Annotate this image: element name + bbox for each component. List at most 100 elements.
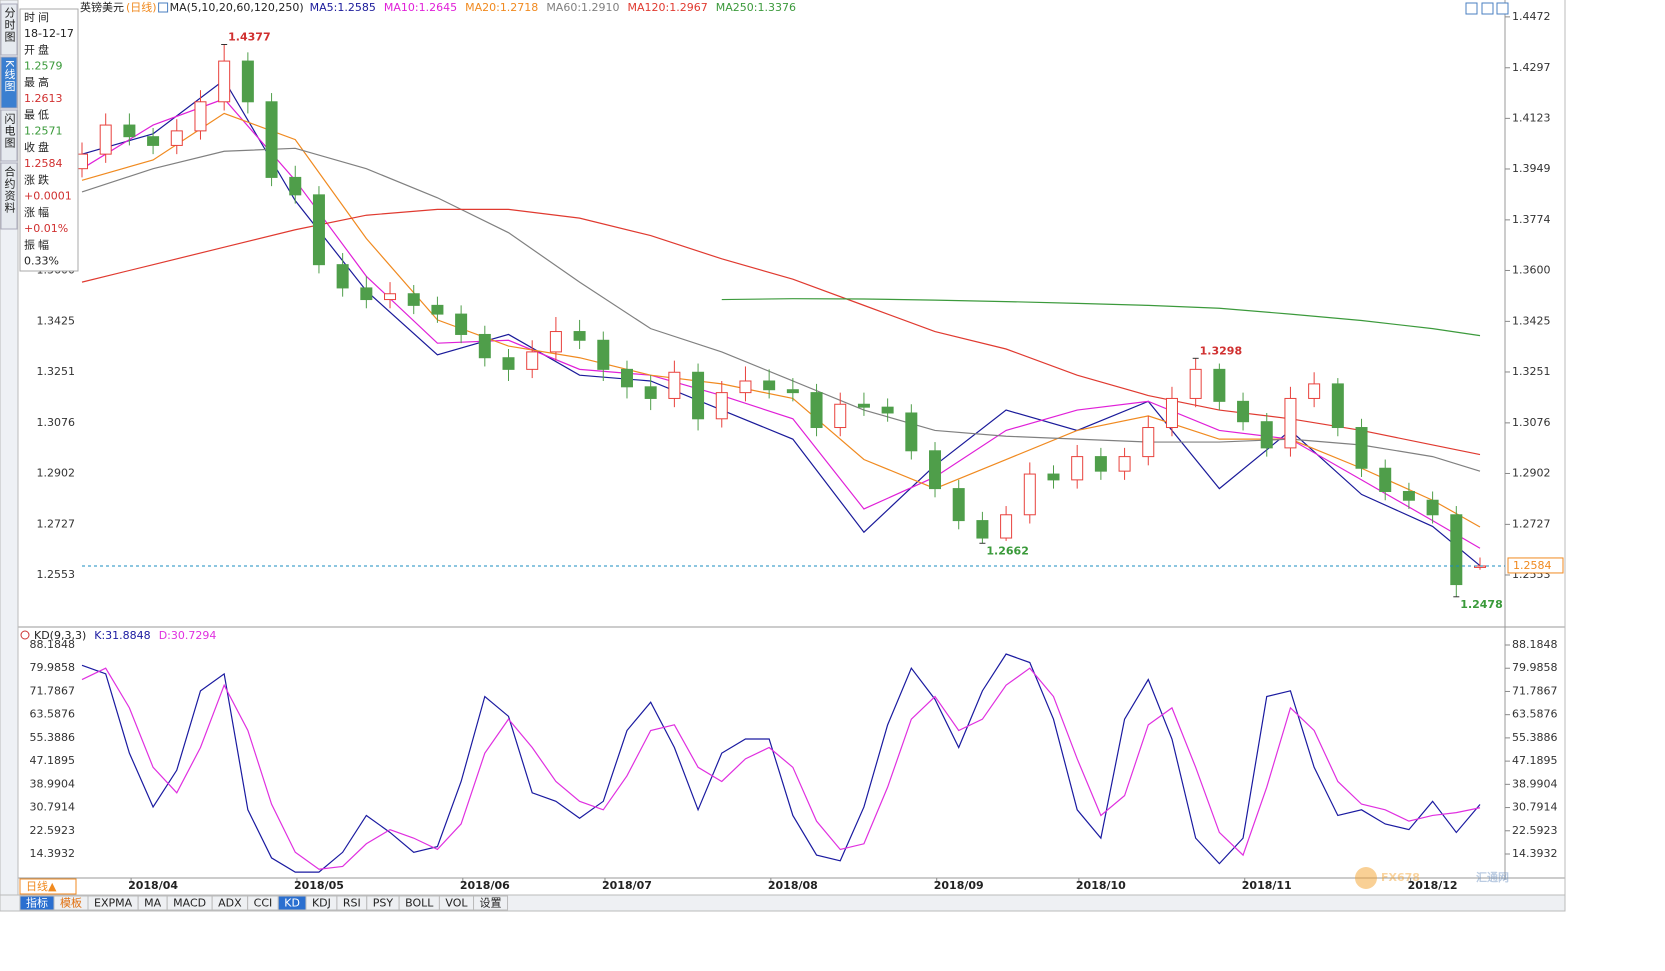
x-tick-label: 2018/04 bbox=[128, 879, 178, 892]
tab-label[interactable]: CCI bbox=[254, 897, 273, 910]
candle-body bbox=[1355, 427, 1368, 469]
high-label: 1.4377 bbox=[228, 30, 270, 43]
candle-body bbox=[1260, 421, 1273, 449]
y-tick-label: 88.1848 bbox=[1512, 638, 1558, 651]
kd-legend: D:30.7294 bbox=[159, 629, 217, 642]
y-tick-label: 1.3949 bbox=[1512, 162, 1551, 175]
info-label: 开盘 bbox=[24, 43, 52, 57]
candle-body bbox=[1189, 368, 1202, 399]
candle-body bbox=[1284, 397, 1297, 449]
last-price-label: 1.2584 bbox=[1513, 559, 1552, 572]
ma-legend: MA250:1.3376 bbox=[716, 1, 796, 14]
ma-legend: MA5:1.2585 bbox=[310, 1, 376, 14]
info-label: 最高 bbox=[24, 75, 52, 89]
tab-label[interactable]: MA bbox=[144, 897, 161, 910]
candle-body bbox=[834, 403, 847, 429]
y-tick-label-left: 1.3076 bbox=[37, 416, 76, 429]
y-tick-label-left: 79.9858 bbox=[30, 661, 76, 674]
tab-label[interactable]: BOLL bbox=[405, 897, 434, 910]
candle-body bbox=[312, 194, 325, 266]
candle-body bbox=[644, 386, 657, 399]
sidebar-tab-label[interactable]: 闪电图 bbox=[3, 112, 16, 149]
y-tick-label-left: 1.2553 bbox=[37, 568, 76, 581]
period-button-label[interactable]: 日线▲ bbox=[26, 879, 57, 893]
info-label: 时间 bbox=[24, 11, 52, 24]
candle-body bbox=[976, 520, 989, 539]
candle-body bbox=[549, 331, 562, 353]
x-tick-label: 2018/10 bbox=[1076, 879, 1126, 892]
y-tick-label-left: 88.1848 bbox=[30, 638, 76, 651]
y-tick-label-left: 1.3251 bbox=[37, 365, 76, 378]
candle-body bbox=[360, 287, 373, 301]
tab-label[interactable]: 指标 bbox=[26, 896, 48, 910]
candle-body bbox=[194, 101, 207, 132]
y-tick-label: 1.3600 bbox=[1512, 263, 1551, 276]
y-tick-label: 14.3932 bbox=[1512, 847, 1558, 860]
y-tick-label-left: 55.3886 bbox=[30, 731, 76, 744]
tab[interactable] bbox=[473, 895, 509, 911]
candle-body bbox=[763, 380, 776, 391]
ma-line bbox=[721, 298, 1481, 337]
candle-body bbox=[384, 293, 397, 301]
sidebar-tab-label[interactable]: K线图 bbox=[3, 60, 16, 92]
info-label: 振幅 bbox=[24, 238, 52, 252]
sidebar-tab-label[interactable]: 分时图 bbox=[3, 7, 16, 43]
ma-legend: MA20:1.2718 bbox=[465, 1, 538, 14]
y-tick-label-left: 38.9904 bbox=[30, 777, 76, 790]
zoom-icon[interactable] bbox=[1481, 2, 1494, 15]
candle-body bbox=[478, 333, 491, 359]
sidebar-tab-label[interactable]: 合约资料 bbox=[3, 165, 16, 214]
high-label: 1.3298 bbox=[1200, 344, 1242, 357]
candle-body bbox=[1094, 456, 1107, 472]
info-value: 1.2579 bbox=[24, 60, 63, 73]
y-tick-label-left: 1.2727 bbox=[37, 517, 76, 530]
y-tick-label: 71.7867 bbox=[1512, 684, 1558, 697]
info-value: 0.33% bbox=[24, 255, 59, 268]
y-tick-label: 1.4297 bbox=[1512, 61, 1551, 74]
candle-body bbox=[1237, 400, 1250, 423]
y-tick-label: 1.3425 bbox=[1512, 314, 1551, 327]
y-tick-label-left: 30.7914 bbox=[30, 801, 76, 814]
candle-body bbox=[1331, 383, 1344, 429]
tab-label[interactable]: MACD bbox=[173, 897, 206, 910]
tab-label[interactable]: 设置 bbox=[480, 897, 502, 910]
period-button[interactable] bbox=[19, 878, 77, 895]
indicator-gear[interactable] bbox=[20, 630, 30, 640]
candle-body bbox=[1000, 514, 1013, 539]
y-tick-label: 79.9858 bbox=[1512, 661, 1558, 674]
tab-label[interactable]: ADX bbox=[218, 897, 242, 910]
candle-body bbox=[218, 60, 231, 103]
tab-label[interactable]: PSY bbox=[373, 897, 394, 910]
candle-body bbox=[407, 293, 420, 306]
restore-icon[interactable] bbox=[1465, 2, 1478, 15]
sidebar-tab[interactable] bbox=[0, 109, 18, 162]
info-label: 最低 bbox=[24, 109, 52, 122]
candle-body bbox=[620, 368, 633, 388]
info-value: +0.0001 bbox=[24, 190, 72, 203]
tab-label[interactable]: KD bbox=[284, 897, 300, 910]
close-icon[interactable] bbox=[1496, 2, 1509, 15]
tab-label[interactable]: EXPMA bbox=[94, 897, 133, 910]
tab-label[interactable]: 模板 bbox=[60, 896, 82, 910]
candle-body bbox=[1379, 467, 1392, 493]
candle-body bbox=[1118, 456, 1131, 472]
info-label: 涨幅 bbox=[24, 206, 52, 219]
candle-body bbox=[265, 101, 278, 178]
candle-body bbox=[1023, 473, 1036, 516]
y-tick-label: 63.5876 bbox=[1512, 708, 1558, 721]
last-price-box bbox=[1507, 557, 1564, 574]
tab-label[interactable]: KDJ bbox=[312, 897, 331, 910]
y-tick-label-left: 22.5923 bbox=[30, 824, 76, 837]
period: (日线) bbox=[126, 0, 157, 14]
y-tick-label-left: 1.3425 bbox=[37, 314, 76, 327]
candle-body bbox=[692, 371, 705, 420]
sidebar-tab[interactable] bbox=[0, 3, 18, 56]
tab-label[interactable]: VOL bbox=[445, 897, 468, 910]
tab-label[interactable]: RSI bbox=[343, 897, 361, 910]
y-tick-label: 1.2727 bbox=[1512, 517, 1551, 530]
sidebar-tab[interactable] bbox=[0, 56, 18, 109]
sidebar-tab[interactable] bbox=[0, 162, 18, 230]
kd-line bbox=[81, 653, 1481, 873]
kd-line bbox=[81, 667, 1481, 870]
